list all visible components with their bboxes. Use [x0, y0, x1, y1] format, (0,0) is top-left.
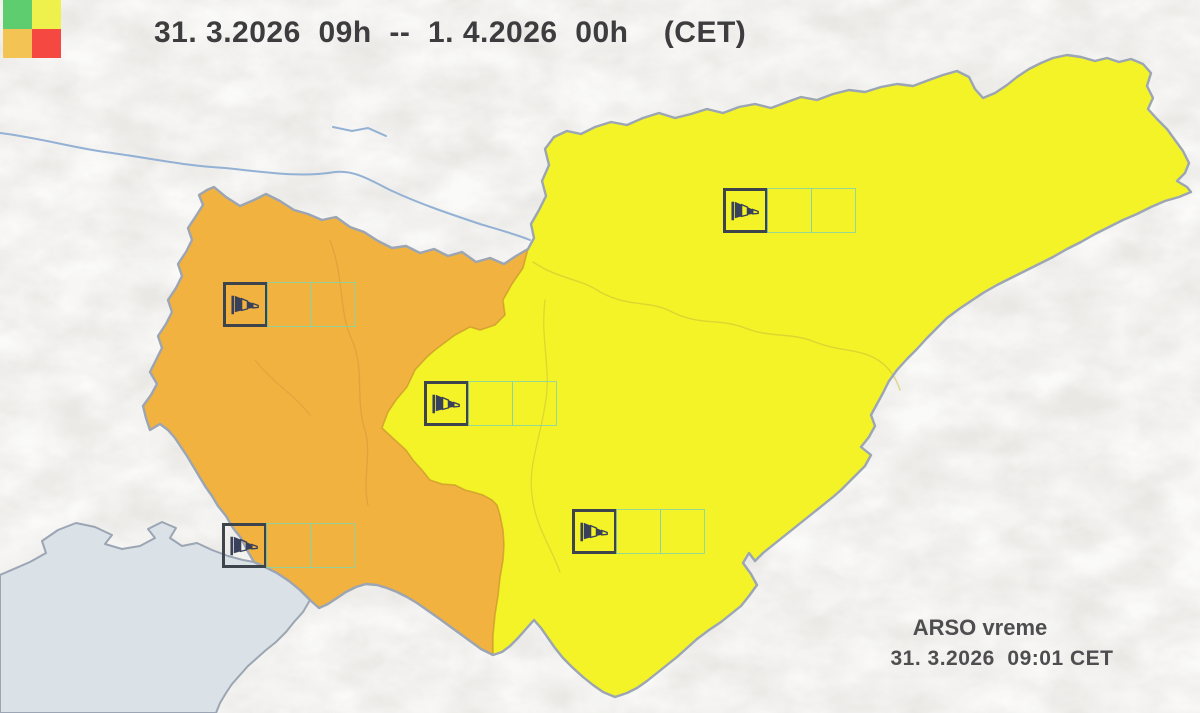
empty-warning-cell	[767, 188, 812, 233]
internal-region-borders	[254, 239, 901, 656]
empty-warning-cell	[512, 381, 557, 426]
wind-warning-box-southwest[interactable]	[222, 523, 355, 568]
legend-green-swatch	[3, 0, 32, 29]
wind-warning-box-south-central[interactable]	[572, 509, 705, 554]
sea-adriatic	[0, 521, 311, 713]
empty-warning-cell	[811, 188, 856, 233]
empty-warning-cell	[266, 523, 311, 568]
windsock-icon	[572, 509, 617, 554]
empty-warning-cell	[267, 282, 312, 327]
windsock-icon	[424, 381, 469, 426]
empty-warning-cell	[616, 509, 661, 554]
map-credits: ARSO vreme 31. 3.2026 09:01 CET	[852, 615, 1152, 671]
validity-period-title: 31. 3.2026 09h -- 1. 4.2026 00h (CET)	[154, 16, 747, 49]
wind-warning-box-northeast[interactable]	[723, 188, 856, 233]
source-label: ARSO vreme	[912, 615, 1048, 640]
windsock-icon	[223, 282, 268, 327]
empty-warning-cell	[660, 509, 705, 554]
empty-warning-cell	[310, 523, 355, 568]
wind-warning-box-central[interactable]	[424, 381, 557, 426]
country-border	[141, 53, 1193, 699]
legend-yellow-swatch	[32, 0, 61, 29]
empty-warning-cell	[311, 282, 356, 327]
legend-red-swatch	[32, 29, 61, 58]
warning-level-legend	[3, 0, 61, 58]
windsock-icon	[222, 523, 267, 568]
river-lines	[0, 126, 531, 241]
legend-orange-swatch	[3, 29, 32, 58]
issued-timestamp: 31. 3.2026 09:01 CET	[890, 647, 1114, 670]
wind-warning-box-northwest[interactable]	[223, 282, 356, 327]
empty-warning-cell	[468, 381, 513, 426]
windsock-icon	[723, 188, 768, 233]
